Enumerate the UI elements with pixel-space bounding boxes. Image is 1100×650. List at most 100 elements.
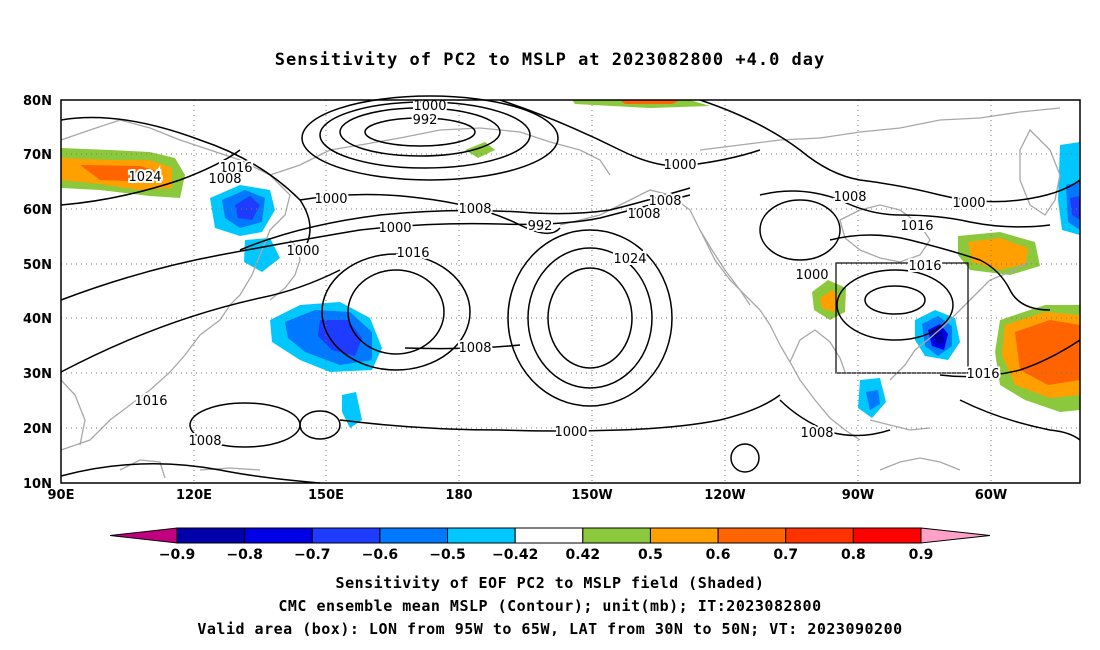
lon-label: 120W: [704, 488, 745, 503]
sensitivity-shading: [61, 100, 1080, 428]
shade-negative-region: [866, 390, 880, 410]
colorbar-bin: [717, 527, 787, 544]
lat-label: 80N: [23, 94, 52, 109]
isobar-contour: [299, 193, 561, 234]
isobar-contour: [939, 339, 1081, 378]
colorbar-bin: [311, 527, 381, 544]
colorbar-tick-label: 0.8: [841, 547, 866, 563]
isobar-1024-label: 1024: [128, 170, 161, 185]
lat-axis: 80N 70N 60N 50N 40N 30N 20N 10N: [23, 94, 52, 492]
mslp-contours: [60, 95, 1081, 484]
lon-axis: 90E 120E 150E 180 150W 120W 90W 60W: [48, 488, 1008, 503]
coastline-hudson: [839, 204, 931, 263]
shade-positive-region: [1015, 320, 1080, 385]
isobar-1000-label: 1000: [413, 99, 446, 114]
lon-label: 150E: [308, 488, 344, 503]
map-frame: [60, 99, 1081, 484]
isobar-contour: [299, 410, 341, 440]
shade-negative-region: [1070, 196, 1080, 220]
colorbar-bin: [379, 527, 449, 544]
isobar-1008-label: 1008: [627, 207, 660, 222]
isobar-1008-label: 1008: [458, 341, 491, 356]
isobar-contour: [759, 190, 1051, 228]
lat-label: 10N: [23, 477, 52, 492]
lon-label: 150W: [571, 488, 612, 503]
isobar-contour: [347, 269, 445, 355]
isobar-contour: [301, 95, 559, 181]
coastline-arctic: [699, 107, 1061, 151]
lon-label: 120E: [176, 488, 212, 503]
isobar-contour: [507, 229, 673, 407]
colorbar-bin: [447, 527, 516, 544]
isobar-1000-label: 1000: [663, 158, 696, 173]
isobar-contour: [547, 267, 633, 369]
isobar-contour: [339, 394, 781, 432]
isobar-contour: [699, 99, 1081, 203]
shade-negative-region: [318, 320, 362, 356]
lon-label: 90E: [48, 488, 75, 503]
colorbar-tick-label: 0.42: [566, 547, 601, 563]
isobar-1016-label: 1016: [900, 219, 933, 234]
isobar-contour: [959, 399, 1081, 441]
coastline-alaska: [559, 189, 751, 306]
lat-label: 20N: [23, 422, 52, 437]
shade-positive-region: [620, 100, 680, 104]
lat-label: 70N: [23, 148, 52, 163]
isobar-contour: [60, 116, 311, 256]
isobar-992-label: 992: [413, 113, 438, 128]
isobar-1000-label: 1000: [378, 221, 411, 236]
colorbar-bin: [852, 527, 922, 544]
isobar-1000-label: 1000: [795, 268, 828, 283]
isobar-1000-label: 1000: [314, 192, 347, 207]
isobar-contour: [404, 344, 521, 350]
isobar-992-label: 992: [528, 219, 553, 234]
isobar-contour: [60, 194, 691, 301]
shade-positive-region: [820, 290, 840, 312]
lat-label: 40N: [23, 312, 52, 327]
coastline-north-america: [699, 229, 861, 441]
colorbar-tick-label: −0.6: [362, 547, 399, 563]
isobar-1008-label: 1008: [188, 434, 221, 449]
isobar-1016-label: 1016: [396, 246, 429, 261]
isobar-1016-label: 1016: [134, 394, 167, 409]
isobar-1008-label: 1008: [648, 194, 681, 209]
colorbar-tick-label: 0.9: [909, 547, 934, 563]
isobar-contour: [321, 253, 471, 371]
coastline-greenland: [1019, 128, 1061, 216]
shade-positive-region: [80, 165, 160, 182]
isobar-1000-label: 1000: [952, 196, 985, 211]
lat-label: 30N: [23, 367, 52, 382]
isobar-contour: [499, 99, 761, 167]
isobar-1024-label: 1024: [613, 252, 646, 267]
isobar-1008-label: 1008: [458, 202, 491, 217]
colorbar-tick-label: −0.9: [159, 547, 196, 563]
colorbar-tick-label: 0.6: [706, 547, 731, 563]
lon-label: 90W: [842, 488, 874, 503]
isobar-contour: [339, 107, 501, 157]
coastline-australia-north: [199, 467, 261, 471]
isobar-contour: [239, 187, 691, 251]
isobar-contour: [60, 149, 241, 206]
colorbar-bin: [920, 527, 991, 544]
colorbar-tick-label: 0.7: [773, 547, 798, 563]
isobar-contour: [759, 199, 841, 261]
colorbar-bin: [582, 527, 651, 544]
colorbar: −0.9 −0.8 −0.7 −0.6 −0.5 −0.42 0.42 0.5 0.6 0.7 0.…: [109, 527, 991, 563]
colorbar-bin: [649, 527, 719, 544]
coastline-asia: [60, 119, 291, 451]
isobar-1008-label: 1008: [800, 426, 833, 441]
caption-shading: Sensitivity of EOF PC2 to MSLP field (Sh…: [335, 574, 765, 592]
colorbar-tick-label: −0.42: [492, 547, 538, 563]
isobar-1016-label: 1016: [219, 161, 252, 176]
isobar-contour: [779, 399, 891, 437]
isobar-contour: [60, 463, 321, 484]
shade-negative-region: [934, 332, 944, 344]
colorbar-bin: [244, 527, 313, 544]
colorbar-tick-label: −0.7: [294, 547, 331, 563]
isobar-1016-label: 1016: [966, 367, 999, 382]
isobar-1000-label: 1000: [286, 244, 319, 259]
coastline-caribbean: [869, 419, 931, 431]
colorbar-tick-label: −0.8: [226, 547, 263, 563]
